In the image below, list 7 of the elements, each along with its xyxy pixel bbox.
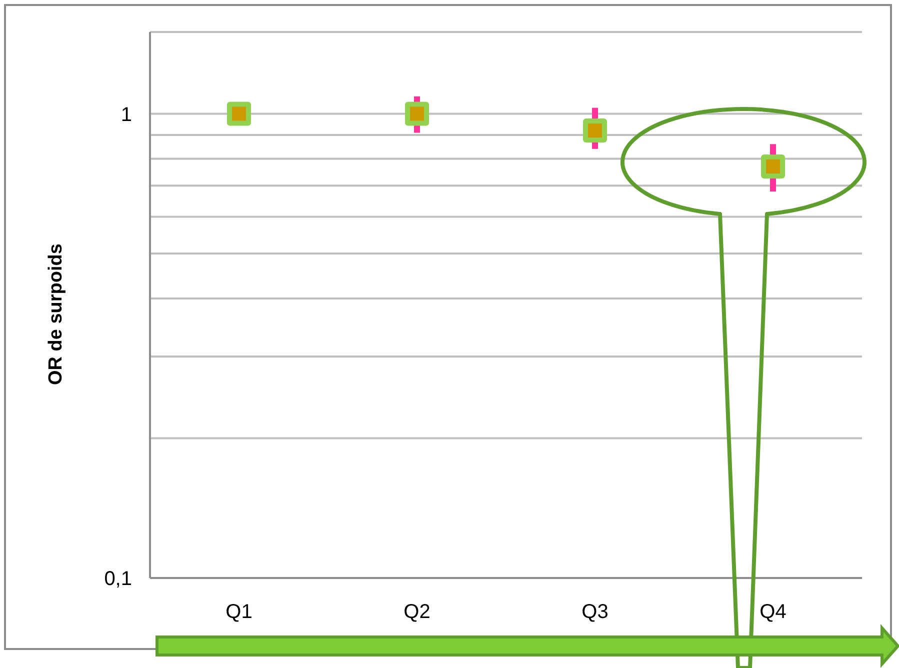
y-tick-label: 0,1: [104, 568, 132, 590]
x-tick-label: Q4: [760, 601, 786, 624]
x-tick-label: Q3: [582, 601, 608, 624]
y-axis-title: OR de surpoids: [46, 244, 67, 385]
x-tick-label: Q2: [404, 601, 430, 624]
y-tick-label: 1: [120, 104, 132, 126]
x-tick-label: Q1: [226, 601, 252, 624]
